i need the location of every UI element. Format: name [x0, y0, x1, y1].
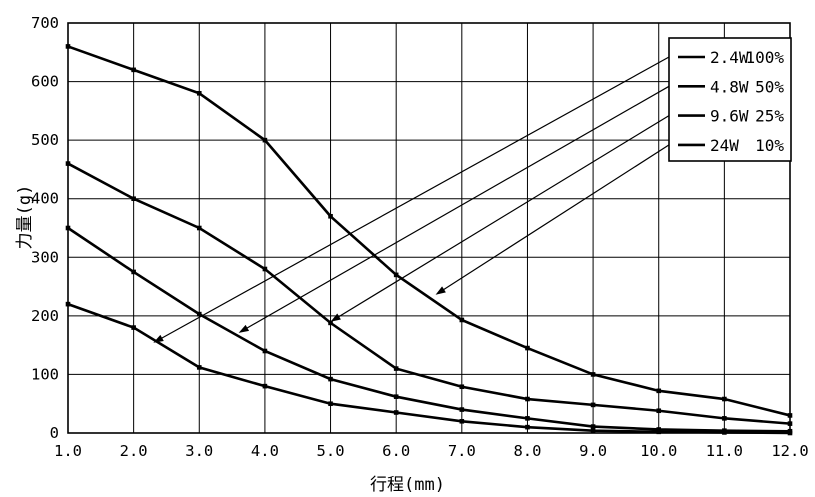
data-point-4.8W-3.0 — [196, 311, 202, 317]
x-tick-label-6.0: 6.0 — [382, 442, 410, 460]
y-tick-label-0: 0 — [50, 424, 59, 442]
y-tick-label-400: 400 — [31, 190, 59, 208]
x-axis-title: 行程(mm) — [370, 475, 445, 495]
data-point-24W-7.0 — [459, 317, 465, 323]
legend-label-24W: 24W — [710, 136, 739, 155]
data-point-9.6W-7.0 — [459, 384, 465, 390]
callout-arrowhead-24W — [435, 286, 446, 295]
x-tick-label-2.0: 2.0 — [120, 442, 148, 460]
data-point-2.4W-6.0 — [393, 410, 399, 415]
curve-24W — [67, 45, 791, 417]
y-tick-label-100: 100 — [31, 365, 59, 383]
data-point-4.8W-10.0 — [656, 427, 662, 432]
x-tick-label-12.0: 12.0 — [771, 442, 808, 460]
callout-arrowhead-2.4W — [153, 334, 164, 343]
data-point-24W-11.0 — [722, 396, 727, 402]
legend-callout-arrows — [153, 56, 670, 343]
callout-line-2.4W — [156, 56, 670, 342]
legend-duty-24W: 10% — [755, 136, 784, 155]
data-point-24W-10.0 — [656, 388, 662, 394]
data-point-24W-2.0 — [131, 67, 136, 73]
data-point-4.8W-7.0 — [459, 407, 465, 412]
callout-line-9.6W — [333, 115, 670, 321]
y-tick-label-600: 600 — [31, 73, 59, 91]
data-point-9.6W-6.0 — [393, 366, 399, 371]
data-point-24W-9.0 — [590, 372, 596, 377]
callout-line-24W — [438, 144, 670, 294]
callout-line-4.8W — [241, 85, 670, 332]
curves — [65, 44, 793, 436]
x-tick-label-1.0: 1.0 — [54, 442, 82, 460]
legend-duty-2.4W: 100% — [745, 48, 784, 67]
data-point-24W-8.0 — [525, 345, 530, 351]
x-tick-label-9.0: 9.0 — [579, 442, 607, 460]
data-point-4.8W-6.0 — [393, 394, 399, 399]
legend-label-2.4W: 2.4W — [710, 48, 749, 67]
data-point-4.8W-11.0 — [722, 428, 727, 433]
y-tick-label-300: 300 — [31, 248, 59, 266]
callout-arrowhead-4.8W — [238, 324, 250, 333]
y-axis-title: 力量(g) — [15, 184, 35, 250]
data-point-2.4W-2.0 — [131, 325, 136, 330]
data-point-9.6W-9.0 — [590, 402, 596, 408]
data-point-2.4W-5.0 — [328, 401, 333, 407]
data-point-24W-4.0 — [262, 137, 268, 143]
curve-2.4W — [67, 302, 791, 435]
data-point-4.8W-2.0 — [131, 269, 136, 275]
data-point-2.4W-10.0 — [656, 429, 662, 435]
curve-4.8W — [67, 226, 791, 433]
data-point-9.6W-5.0 — [328, 320, 333, 326]
legend-duty-4.8W: 50% — [755, 77, 784, 96]
curve-9.6W — [67, 162, 791, 425]
x-tick-label-11.0: 11.0 — [706, 442, 743, 460]
x-tick-label-5.0: 5.0 — [317, 442, 345, 460]
data-point-4.8W-9.0 — [590, 424, 596, 429]
data-point-2.4W-7.0 — [459, 418, 465, 424]
axis-tick-labels: 1.0 2.0 3.0 4.0 5.0 6.0 7.0 8.0 9.0 10.0 11.0 12.0 0… — [31, 14, 809, 460]
data-point-2.4W-3.0 — [196, 365, 202, 370]
y-tick-label-700: 700 — [31, 14, 59, 32]
data-point-2.4W-4.0 — [262, 383, 268, 389]
data-point-9.6W-8.0 — [525, 396, 530, 402]
data-point-9.6W-4.0 — [262, 266, 268, 272]
legend-label-9.6W: 9.6W — [710, 107, 749, 126]
legend-label-4.8W: 4.8W — [710, 77, 749, 96]
plot-border — [67, 22, 791, 434]
y-tick-label-200: 200 — [31, 307, 59, 325]
callout-arrowhead-9.6W — [330, 313, 341, 322]
data-point-4.8W-5.0 — [328, 376, 333, 382]
x-tick-label-7.0: 7.0 — [448, 442, 476, 460]
x-tick-label-10.0: 10.0 — [640, 442, 677, 460]
data-point-4.8W-4.0 — [262, 348, 268, 354]
y-tick-label-500: 500 — [31, 131, 59, 149]
x-tick-label-8.0: 8.0 — [513, 442, 541, 460]
data-point-24W-5.0 — [328, 213, 333, 219]
data-point-9.6W-10.0 — [656, 408, 662, 414]
legend-duty-9.6W: 25% — [755, 107, 784, 126]
data-point-9.6W-3.0 — [196, 225, 202, 231]
data-point-24W-3.0 — [196, 90, 202, 96]
data-point-2.4W-8.0 — [525, 424, 530, 430]
legend-box — [668, 37, 792, 162]
data-point-2.4W-9.0 — [590, 428, 596, 433]
data-point-4.8W-8.0 — [525, 416, 530, 421]
data-point-9.6W-11.0 — [722, 416, 727, 421]
x-tick-label-4.0: 4.0 — [251, 442, 279, 460]
x-tick-label-3.0: 3.0 — [185, 442, 213, 460]
data-point-9.6W-2.0 — [131, 196, 136, 202]
data-point-24W-6.0 — [393, 272, 399, 278]
